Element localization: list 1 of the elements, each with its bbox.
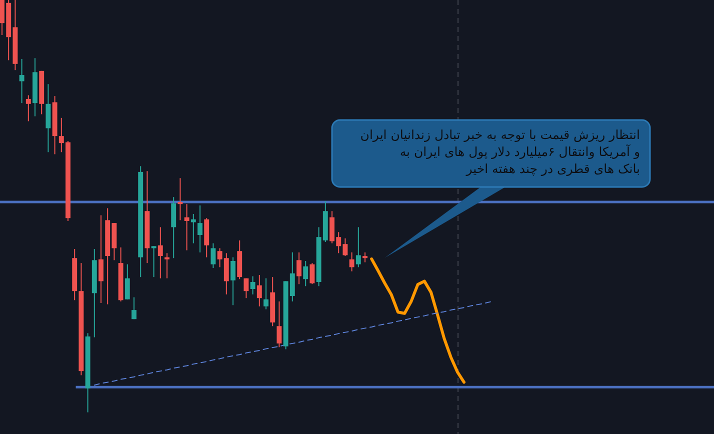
annotation: انتظار ریزش قیمت با توجه به خبر تبادل زندانیان ایران و آمریکا وانتقال ۶میلیارد دلار پول های ایران به بانک های قطری در چند هفته اخیر — [360, 127, 640, 177]
